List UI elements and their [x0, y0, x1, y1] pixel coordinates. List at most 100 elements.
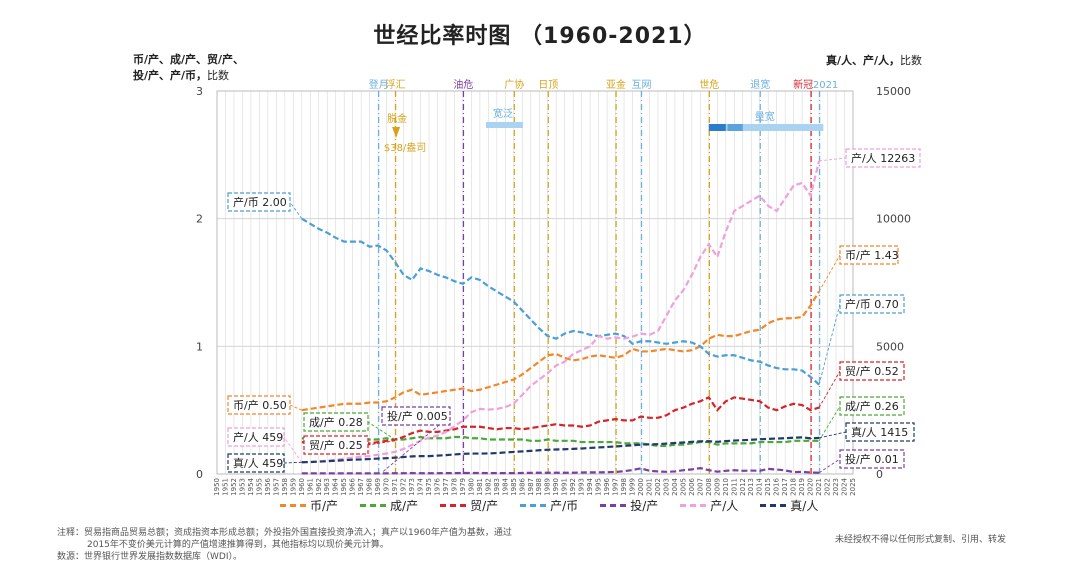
x-tick-label-2000: 2000 [637, 478, 645, 496]
qe-bar-early [486, 122, 523, 128]
note-line-2: 2015年不变价美元计算的产值增速推算得到，其他指标均以现价美元计算。 [87, 540, 389, 550]
x-tick-label-2003: 2003 [662, 478, 670, 496]
x-tick-label-1976: 1976 [433, 477, 441, 495]
x-tick-label-1960: 1960 [298, 478, 306, 496]
callout-box-7 [845, 148, 921, 168]
callout-leader-12 [818, 431, 847, 439]
event-label-1997: 亚金 [606, 78, 626, 91]
legend-swatch-chan_ren [680, 504, 707, 507]
callout-text-10: 贸/产 0.52 [845, 364, 899, 378]
series-line-tou_chan [301, 467, 820, 475]
x-tick-label-1971: 1971 [391, 478, 399, 496]
callout-leader-10 [818, 370, 841, 408]
callout-13: 投/产 0.01 [818, 449, 905, 474]
x-tick-label-1988: 1988 [535, 478, 543, 496]
callout-2: 成/产 0.28 [303, 412, 396, 440]
callout-leader-8 [818, 254, 841, 292]
x-tick-label-1964: 1964 [332, 477, 340, 495]
x-tick-label-1950: 1950 [213, 478, 221, 496]
callout-text-11: 成/产 0.26 [845, 399, 899, 413]
series-line-cheng_chan [301, 435, 820, 448]
qe1-bar [708, 124, 726, 131]
callout-9: 产/币 0.70 [818, 294, 905, 385]
x-tick-label-2017: 2017 [781, 478, 789, 496]
callout-text-0: 产/币 2.00 [233, 195, 287, 209]
source-line: 数源：世界银行世界发展指数数据库（WDI）。 [57, 552, 242, 562]
callout-8: 币/产 1.43 [818, 245, 899, 292]
x-tick-label-1970: 1970 [383, 478, 391, 496]
x-tick-label-1978: 1978 [450, 478, 458, 496]
legend-swatch-cheng_chan [360, 504, 387, 507]
callout-box-6 [227, 453, 285, 473]
callout-leader-5 [367, 440, 396, 446]
legend-item-mao_chan: 贸/产 [440, 497, 498, 514]
callout-box-4 [227, 427, 285, 447]
callout-text-1: 币/产 0.50 [233, 398, 287, 412]
x-tick-label-2021: 2021 [815, 478, 823, 496]
callout-text-7: 产/人 12263 [851, 151, 915, 165]
x-tick-label-1958: 1958 [281, 478, 289, 496]
x-tick-label-2023: 2023 [832, 478, 840, 496]
legend-item-cheng_chan: 成/产 [360, 497, 418, 514]
callout-box-13 [839, 449, 905, 469]
callout-leader-11 [818, 405, 841, 442]
chart-notes: 注释：贸易指商品贸易总额；资成指资本形成总额；外投指外国直接投资净流入；真产以1… [57, 527, 512, 563]
x-tick-label-1985: 1985 [510, 478, 518, 496]
qe2-bar [727, 124, 743, 131]
annotation-gold-exit: 脱金 [387, 112, 407, 125]
series-line-chan_bi [301, 217, 820, 386]
callout-7: 产/人 12263 [819, 148, 921, 168]
legend-item-chan_bi: 产/币 [520, 497, 578, 514]
callout-text-6: 真/人 459 [233, 456, 283, 470]
callout-text-8: 币/产 1.43 [845, 248, 899, 262]
x-tick-label-2004: 2004 [671, 477, 679, 495]
x-tick-label-1955: 1955 [255, 478, 263, 496]
event-label-2000: 互网 [632, 79, 652, 91]
x-tick-label-1979: 1979 [459, 478, 467, 496]
x-tick-label-2001: 2001 [645, 478, 653, 496]
x-tick-label-1977: 1977 [442, 478, 450, 496]
chart-title: 世经比率时图 （1960-2021） [373, 24, 707, 49]
callout-box-1 [227, 395, 291, 415]
x-tick-label-2015: 2015 [764, 478, 772, 496]
x-tick-label-1954: 1954 [247, 477, 255, 495]
annotation-broad-easing: 宽泛 [493, 107, 513, 120]
callout-1: 币/产 0.50 [227, 395, 302, 415]
x-tick-label-1987: 1987 [527, 478, 535, 496]
right-tick-label-5000: 5000 [876, 340, 904, 353]
x-tick-label-1953: 1953 [238, 478, 246, 496]
callout-box-11 [839, 396, 905, 416]
callout-text-5: 贸/产 0.25 [309, 438, 363, 452]
series-line-chan_ren [301, 160, 821, 464]
callout-leader-6 [283, 461, 302, 464]
legend-swatch-mao_chan [440, 504, 467, 507]
x-tick-label-2013: 2013 [747, 478, 755, 496]
legend-swatch-bi_chan [280, 504, 306, 507]
callout-text-9: 产/币 0.70 [845, 297, 899, 311]
series-line-bi_chan [301, 290, 821, 412]
legend-swatch-zhen_ren [760, 504, 787, 507]
callout-text-13: 投/产 0.01 [845, 452, 899, 466]
right-axis-label-text: 真/人、产/人 [825, 54, 889, 67]
x-tick-label-1997: 1997 [612, 478, 620, 496]
callout-3: 投/产 0.005 [381, 406, 451, 472]
x-tick-label-2005: 2005 [679, 478, 687, 496]
right-tick-label-10000: 10000 [876, 213, 911, 226]
series-line-zhen_ren [301, 436, 820, 464]
x-tick-label-2016: 2016 [773, 477, 781, 495]
event-label-2008: 世危 [699, 79, 719, 91]
callout-text-3: 投/产 0.005 [387, 409, 448, 423]
callout-11: 成/产 0.26 [818, 396, 905, 442]
callout-box-2 [303, 412, 369, 432]
qe-bar [708, 124, 824, 131]
x-tick-label-1983: 1983 [493, 478, 501, 496]
x-tick-label-2011: 2011 [730, 478, 738, 496]
left-axis-label-line1: 币/产、成/产、贸/产、 [133, 53, 245, 66]
x-tick-label-1981: 1981 [476, 478, 484, 496]
left-axis-label-line2: 投/产、产/币 [133, 69, 197, 82]
x-tick-label-1969: 1969 [374, 478, 382, 496]
left-axis-label: 币/产、成/产、贸/产、 投/产、产/币，比数 [133, 53, 245, 82]
event-label-1985: 广协 [504, 78, 524, 91]
callout-leader-9 [818, 303, 841, 385]
callout-leader-7 [819, 157, 847, 162]
